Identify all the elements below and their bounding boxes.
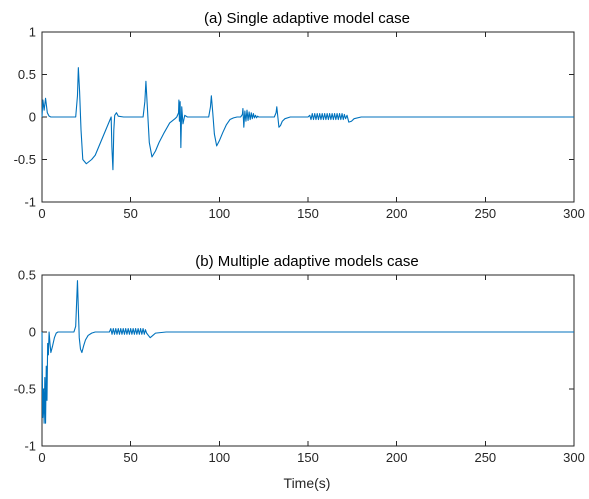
- panel-a-series-line: [41, 67, 574, 171]
- panel-b-y-tick-label: 0.5: [18, 268, 36, 283]
- panel-b-title: (b) Multiple adaptive models case: [195, 253, 418, 270]
- panel-b-x-tick-label: 0: [38, 450, 45, 465]
- panel-a-x-tick-label: 200: [386, 206, 408, 221]
- panel-a: (a) Single adaptive model case 0 50 100 150…: [14, 10, 585, 221]
- panel-a-x-tick-label: 300: [563, 206, 585, 221]
- panel-a-x-tick-label: 0: [38, 206, 45, 221]
- panel-a-y-tick-label: -1: [24, 195, 36, 210]
- panel-a-x-tick-label: 100: [208, 206, 230, 221]
- panel-a-ticks: 0 50 100 150 200 250 300 -1 -0.5 0 0.5 1: [14, 25, 585, 222]
- panel-b-axes: [41, 274, 575, 447]
- panel-b-x-tick-label: 300: [563, 450, 585, 465]
- panel-a-x-tick-label: 150: [297, 206, 319, 221]
- panel-b-x-tick-label: 250: [474, 450, 496, 465]
- panel-b-y-tick-label: 0: [29, 325, 36, 340]
- panel-b-ticks: 0 50 100 150 200 250 300 -1 -0.5 0 0.5: [14, 268, 585, 466]
- panel-b-x-axis-label: Time(s): [284, 475, 331, 491]
- panel-a-x-tick-label: 250: [474, 206, 496, 221]
- panel-a-y-tick-label: 0.5: [18, 67, 36, 82]
- panel-a-y-tick-label: 0: [29, 110, 36, 125]
- panel-a-y-tick-label: 1: [29, 25, 36, 40]
- panel-b-x-tick-label: 150: [297, 450, 319, 465]
- panel-b: (b) Multiple adaptive models case 0 50 100…: [14, 253, 585, 491]
- panel-a-x-tick-label: 50: [123, 206, 137, 221]
- panel-b-x-tick-label: 50: [123, 450, 137, 465]
- panel-a-y-tick-label: -0.5: [14, 152, 36, 167]
- panel-b-y-tick-label: -1: [24, 439, 36, 454]
- panel-b-x-tick-label: 100: [208, 450, 230, 465]
- panel-b-y-tick-label: -0.5: [14, 382, 36, 397]
- panel-b-series-line: [41, 280, 574, 424]
- panel-b-x-tick-label: 200: [386, 450, 408, 465]
- panel-a-title: (a) Single adaptive model case: [204, 10, 410, 27]
